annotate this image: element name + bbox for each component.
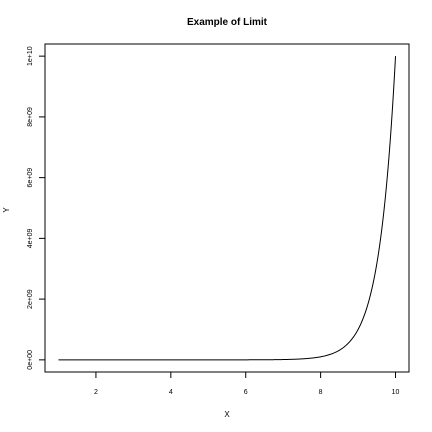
y-tick-label: 8e+09: [27, 107, 34, 127]
y-tick-label: 0e+00: [27, 350, 34, 370]
plot-frame: [44, 43, 410, 373]
y-tick-label: 2e+09: [27, 289, 34, 309]
y-tick-label: 1e+10: [27, 46, 34, 66]
x-tick-label: 8: [319, 389, 323, 396]
chart-title: Example of Limit: [187, 17, 268, 28]
x-tick-label: 10: [392, 389, 400, 396]
x-axis-label: X: [224, 410, 230, 419]
y-axis: 0e+00 2e+09 4e+09 6e+09 8e+09 1e+10: [27, 46, 45, 370]
x-tick-label: 4: [169, 389, 173, 396]
y-axis-label: Y: [2, 207, 11, 213]
x-tick-label: 2: [94, 389, 98, 396]
y-tick-label: 4e+09: [27, 228, 34, 248]
series-line: [58, 56, 397, 361]
x-tick-label: 6: [244, 389, 248, 396]
x-axis: 2 4 6 8 10: [94, 372, 400, 396]
y-tick-label: 6e+09: [27, 168, 34, 188]
